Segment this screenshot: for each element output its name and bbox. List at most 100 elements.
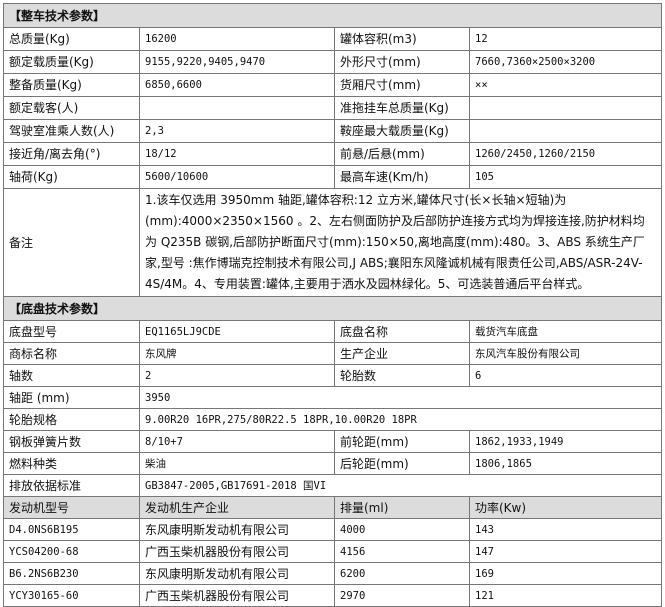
field-value: 载货汽车底盘 xyxy=(468,320,663,343)
table-row: 额定载质量(Kg) 9155,9220,9405,9470 外形尺寸(mm) 7660… xyxy=(3,50,663,74)
engine-row: B6.2NS6B230 东风康明斯发动机有限公司 6200 169 xyxy=(3,562,663,585)
field-label: 轴数 xyxy=(3,364,140,387)
field-label: 最高车速(Km/h) xyxy=(334,165,470,189)
field-label: 商标名称 xyxy=(3,342,140,365)
section-title: 【整车技术参数】 xyxy=(2,3,663,28)
field-value: 3950 xyxy=(138,386,663,409)
table-row: 轮胎规格 9.00R20 16PR,275/80R22.5 18PR,10.00R… xyxy=(3,408,663,431)
field-label: 燃料种类 xyxy=(3,452,140,475)
field-value: 2,3 xyxy=(139,119,335,143)
engine-row: YCS04200-68 广西玉柴机器股份有限公司 4156 147 xyxy=(3,540,663,563)
field-label: 准拖挂车总质量(Kg) xyxy=(334,96,470,120)
engine-cell: 121 xyxy=(468,584,663,607)
field-value: 6850,6600 xyxy=(139,73,335,97)
field-value: 柴油 xyxy=(139,452,335,475)
engine-cell: 147 xyxy=(468,540,663,563)
field-value: 东风汽车股份有限公司 xyxy=(468,342,663,365)
engine-cell: 4156 xyxy=(334,540,470,563)
engine-cell: 东风康明斯发动机有限公司 xyxy=(139,562,335,585)
engine-cell: 6200 xyxy=(334,562,470,585)
field-value: 6 xyxy=(468,364,663,387)
field-value: 1862,1933,1949 xyxy=(468,430,663,453)
field-label: 罐体容积(m3) xyxy=(334,27,470,51)
remark-text: 1.该车仅选用 3950mm 轴距,罐体容积:12 立方米,罐体尺寸(长×长轴×… xyxy=(138,188,663,297)
field-value: ×× xyxy=(468,73,663,97)
field-value: 8/10+7 xyxy=(139,430,335,453)
engine-cell: D4.0NS6B195 xyxy=(3,518,140,541)
field-value xyxy=(468,119,663,143)
table-row: 整备质量(Kg) 6850,6600 货厢尺寸(mm) ×× xyxy=(3,73,663,97)
field-value: EQ1165LJ9CDE xyxy=(139,320,335,343)
table-row: 总质量(Kg) 16200 罐体容积(m3) 12 xyxy=(3,27,663,51)
field-value xyxy=(139,96,335,120)
field-value: 1260/2450,1260/2150 xyxy=(468,142,663,166)
field-label: 鞍座最大载质量(Kg) xyxy=(334,119,470,143)
column-header: 发动机型号 xyxy=(3,496,140,519)
field-label: 轮胎数 xyxy=(334,364,470,387)
field-value xyxy=(468,96,663,120)
field-value: 9.00R20 16PR,275/80R22.5 18PR,10.00R20 1… xyxy=(138,408,663,431)
section-header-vehicle: 【整车技术参数】 xyxy=(2,3,663,28)
engine-row: YCY30165-60 广西玉柴机器股份有限公司 2970 121 xyxy=(3,584,663,607)
field-value: 东风牌 xyxy=(139,342,335,365)
field-label: 轴荷(Kg) xyxy=(3,165,140,189)
field-value: 5600/10600 xyxy=(139,165,335,189)
column-header: 发动机生产企业 xyxy=(139,496,335,519)
section-header-chassis: 【底盘技术参数】 xyxy=(2,296,663,321)
engine-cell: 2970 xyxy=(334,584,470,607)
field-label: 前悬/后悬(mm) xyxy=(334,142,470,166)
field-label: 额定载质量(Kg) xyxy=(3,50,140,74)
field-value: GB3847-2005,GB17691-2018 国VI xyxy=(138,474,663,497)
engine-cell: 广西玉柴机器股份有限公司 xyxy=(139,540,335,563)
section-title: 【底盘技术参数】 xyxy=(2,296,663,321)
field-label: 底盘名称 xyxy=(334,320,470,343)
table-row: 商标名称 东风牌 生产企业 东风汽车股份有限公司 xyxy=(3,342,663,365)
field-label: 驾驶室准乘人数(人) xyxy=(3,119,140,143)
field-label: 生产企业 xyxy=(334,342,470,365)
engine-cell: 143 xyxy=(468,518,663,541)
field-label: 钢板弹簧片数 xyxy=(3,430,140,453)
field-label: 外形尺寸(mm) xyxy=(334,50,470,74)
remark-label: 备注 xyxy=(3,188,140,297)
table-row: 排放依据标准 GB3847-2005,GB17691-2018 国VI xyxy=(3,474,663,497)
column-header: 排量(ml) xyxy=(334,496,470,519)
table-row: 额定载客(人) 准拖挂车总质量(Kg) xyxy=(3,96,663,120)
table-row: 轴距 (mm) 3950 xyxy=(3,386,663,409)
engine-cell: YCS04200-68 xyxy=(3,540,140,563)
engine-cell: B6.2NS6B230 xyxy=(3,562,140,585)
field-value: 18/12 xyxy=(139,142,335,166)
engine-cell: YCY30165-60 xyxy=(3,584,140,607)
engine-cell: 169 xyxy=(468,562,663,585)
field-label: 前轮距(mm) xyxy=(334,430,470,453)
engine-header-row: 发动机型号 发动机生产企业 排量(ml) 功率(Kw) xyxy=(3,496,663,519)
field-value: 16200 xyxy=(139,27,335,51)
engine-cell: 广西玉柴机器股份有限公司 xyxy=(139,584,335,607)
field-value: 2 xyxy=(139,364,335,387)
engine-cell: 4000 xyxy=(334,518,470,541)
field-label: 总质量(Kg) xyxy=(3,27,140,51)
remark-row: 备注 1.该车仅选用 3950mm 轴距,罐体容积:12 立方米,罐体尺寸(长×长… xyxy=(3,188,663,297)
field-label: 排放依据标准 xyxy=(3,474,140,497)
field-value: 9155,9220,9405,9470 xyxy=(139,50,335,74)
column-header: 功率(Kw) xyxy=(468,496,663,519)
field-label: 轮胎规格 xyxy=(3,408,140,431)
field-value: 105 xyxy=(468,165,663,189)
field-label: 轴距 (mm) xyxy=(3,386,140,409)
table-row: 接近角/离去角(°) 18/12 前悬/后悬(mm) 1260/2450,1260/2… xyxy=(3,142,663,166)
field-value: 7660,7360×2500×3200 xyxy=(468,50,663,74)
spec-table: 【整车技术参数】 总质量(Kg) 16200 罐体容积(m3) 12 额定载质量(Kg) 9… xyxy=(2,3,663,607)
table-row: 驾驶室准乘人数(人) 2,3 鞍座最大载质量(Kg) xyxy=(3,119,663,143)
field-label: 后轮距(mm) xyxy=(334,452,470,475)
field-label: 整备质量(Kg) xyxy=(3,73,140,97)
field-value: 12 xyxy=(468,27,663,51)
table-row: 轴数 2 轮胎数 6 xyxy=(3,364,663,387)
field-label: 底盘型号 xyxy=(3,320,140,343)
field-value: 1806,1865 xyxy=(468,452,663,475)
table-row: 燃料种类 柴油 后轮距(mm) 1806,1865 xyxy=(3,452,663,475)
field-label: 额定载客(人) xyxy=(3,96,140,120)
table-row: 底盘型号 EQ1165LJ9CDE 底盘名称 载货汽车底盘 xyxy=(3,320,663,343)
field-label: 货厢尺寸(mm) xyxy=(334,73,470,97)
table-row: 钢板弹簧片数 8/10+7 前轮距(mm) 1862,1933,1949 xyxy=(3,430,663,453)
engine-row: D4.0NS6B195 东风康明斯发动机有限公司 4000 143 xyxy=(3,518,663,541)
table-row: 轴荷(Kg) 5600/10600 最高车速(Km/h) 105 xyxy=(3,165,663,189)
